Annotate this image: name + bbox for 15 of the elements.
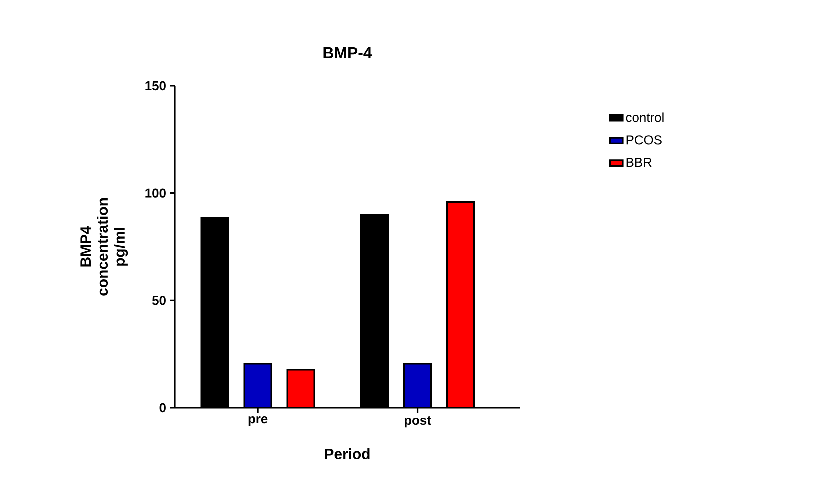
x-axis-title: Period bbox=[325, 448, 370, 460]
bar bbox=[244, 364, 272, 408]
y-tick-label: 100 bbox=[146, 188, 166, 198]
y-tick-label: 150 bbox=[146, 81, 166, 91]
x-tick-label: post bbox=[404, 416, 432, 428]
chart-title: BMP-4 bbox=[324, 48, 372, 58]
x-tick-label: pre bbox=[248, 416, 268, 426]
bar bbox=[446, 202, 476, 408]
legend-label: control bbox=[626, 112, 664, 122]
y-tick-label: 0 bbox=[160, 403, 166, 413]
legend-label: BBR bbox=[626, 158, 652, 168]
bar bbox=[403, 363, 432, 408]
legend-label: PCOS bbox=[626, 136, 662, 145]
y-axis-title: BMP4 concentration pg/ml bbox=[80, 198, 128, 296]
y-tick-label: 50 bbox=[152, 296, 166, 306]
